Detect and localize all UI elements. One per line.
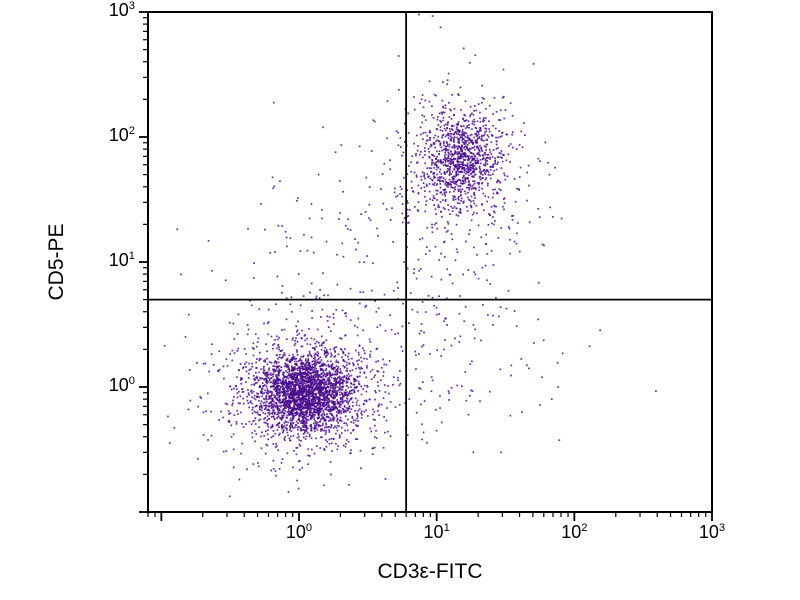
x-tick-label: 103 xyxy=(698,522,726,542)
x-tick-label: 102 xyxy=(561,522,588,542)
y-tick-label: 101 xyxy=(108,250,135,270)
y-tick-label: 103 xyxy=(108,0,135,20)
y-tick-label: 102 xyxy=(108,125,135,145)
x-tick-label: 100 xyxy=(285,522,313,542)
x-axis-label: CD3ε-FITC xyxy=(377,560,483,583)
y-tick-label: 100 xyxy=(108,375,135,395)
x-tick-label: 101 xyxy=(423,522,450,542)
y-axis-label: CD5-PE xyxy=(45,223,68,301)
